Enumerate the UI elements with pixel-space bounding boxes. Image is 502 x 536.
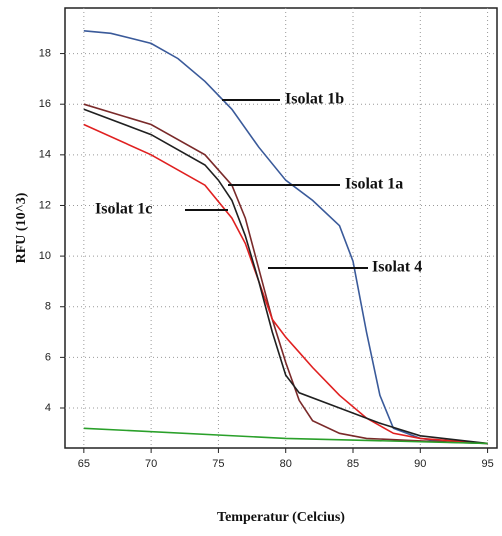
y-tick-label: 16 xyxy=(39,98,51,110)
plot-frame xyxy=(64,7,498,449)
series-label: Isolat 1c xyxy=(95,201,152,218)
y-tick-label: 4 xyxy=(45,402,51,414)
series-line xyxy=(83,108,488,445)
series-line xyxy=(83,123,488,445)
series-line xyxy=(83,30,488,445)
x-tick-label: 85 xyxy=(347,458,359,470)
x-tick-label: 80 xyxy=(280,458,292,470)
x-axis-label: Temperatur (Celcius) xyxy=(217,510,345,525)
series-line xyxy=(83,103,488,445)
y-tick-label: 6 xyxy=(45,351,51,363)
x-tick-label: 90 xyxy=(414,458,426,470)
series-line xyxy=(83,427,488,445)
x-tick-label: 75 xyxy=(212,458,224,470)
y-axis-label: RFU (10^3) xyxy=(14,192,29,263)
y-tick-label: 14 xyxy=(39,149,51,161)
series-label: Isolat 1a xyxy=(345,176,403,193)
x-tick-label: 95 xyxy=(481,458,493,470)
y-tick-label: 8 xyxy=(45,301,51,313)
x-tick-label: 70 xyxy=(145,458,157,470)
x-tick-label: 65 xyxy=(78,458,90,470)
y-tick-label: 12 xyxy=(39,199,51,211)
y-tick-label: 18 xyxy=(39,47,51,59)
series-label: Isolat 4 xyxy=(372,259,422,276)
series-label: Isolat 1b xyxy=(285,91,344,108)
y-tick-label: 10 xyxy=(39,250,51,262)
